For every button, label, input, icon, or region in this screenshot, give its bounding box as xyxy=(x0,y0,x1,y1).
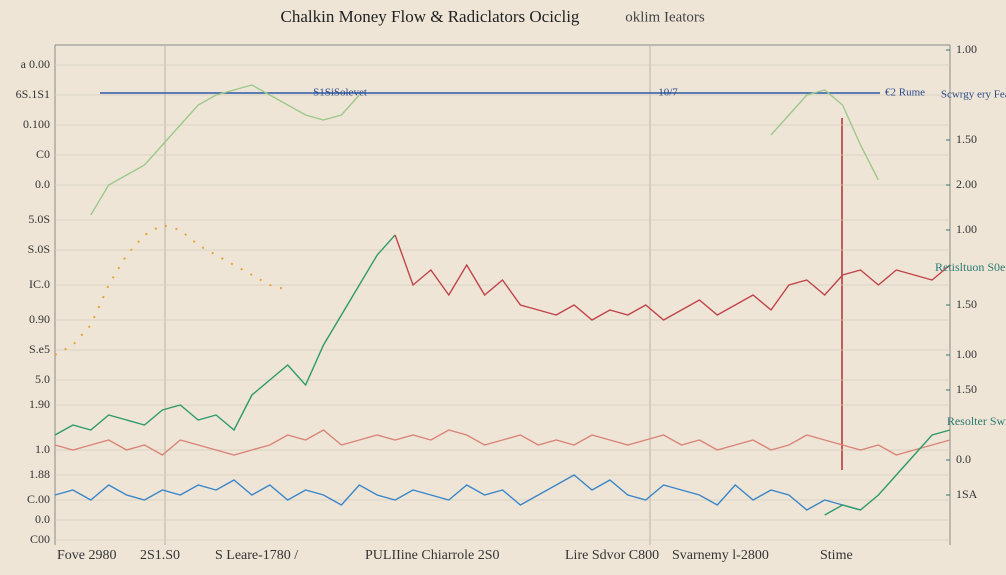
series-line xyxy=(90,84,360,216)
annotation: Retisltuon S0e 0S xyxy=(935,260,1006,274)
series-line xyxy=(824,429,951,516)
y-tick-label: C00 xyxy=(30,532,50,546)
y-tick-label: C0 xyxy=(36,147,50,161)
chart-title: Chalkin Money Flow & Radiclators Ociclig xyxy=(281,7,580,26)
y-tick-label: 5.0 xyxy=(35,372,50,386)
y2-tick-label: 0.0 xyxy=(956,452,971,466)
plot-frame xyxy=(54,44,951,545)
legend-label: S Leare-1780 / xyxy=(215,548,298,563)
y-tick-label: 1.88 xyxy=(29,467,50,481)
y-tick-label: 0.0 xyxy=(35,512,50,526)
y2-tick-label: 1.00 xyxy=(956,42,977,56)
annotation: Resolter Swr xyxy=(947,414,1006,428)
series-line xyxy=(770,89,880,181)
annotation: Scwrgy ery Fead xyxy=(941,89,1006,101)
annotation: €2 Rume xyxy=(885,87,925,99)
y-tick-label: 0.0 xyxy=(35,177,50,191)
y-tick-label: a 0.00 xyxy=(21,57,50,71)
y2-tick-label: 1.00 xyxy=(956,347,977,361)
y2-tick-label: 1.00 xyxy=(956,222,977,236)
annotation: 10/7 xyxy=(658,87,678,99)
chart-subtitle: oklim Ieators xyxy=(625,9,705,25)
series-line xyxy=(54,234,396,436)
series-line xyxy=(54,223,288,356)
annotation: S1SiSolevet xyxy=(313,87,367,99)
legend-label: Svarnemy l-2800 xyxy=(672,548,769,563)
y-tick-label: S.e5 xyxy=(29,342,50,356)
legend-label: Stime xyxy=(820,548,853,563)
y-tick-label: C.00 xyxy=(27,492,50,506)
legend-label: Lire Sdvor C800 xyxy=(565,548,659,563)
y-tick-label: 5.0S xyxy=(28,212,50,226)
y2-tick-label: 1SA xyxy=(956,487,978,501)
series-line xyxy=(394,234,951,321)
series-line xyxy=(54,474,861,511)
legend-label: Fove 2980 xyxy=(57,548,117,563)
y-tick-label: IC.0 xyxy=(29,277,50,291)
y-tick-label: 6S.1S1 xyxy=(16,87,50,101)
y-tick-label: 1.90 xyxy=(29,397,50,411)
annotation: 2S1.S0 xyxy=(140,548,180,563)
y2-tick-label: 1.50 xyxy=(956,382,977,396)
series-line xyxy=(54,429,951,456)
y-tick-label: S.0S xyxy=(28,242,50,256)
y-tick-label: 1.0 xyxy=(35,442,50,456)
legend-label: PULIIine Chiarrole 2S0 xyxy=(365,548,500,563)
y2-tick-label: 1.50 xyxy=(956,132,977,146)
y-tick-label: 0.90 xyxy=(29,312,50,326)
y2-tick-label: 1.50 xyxy=(956,297,977,311)
y-tick-label: 0.100 xyxy=(23,117,50,131)
y2-tick-label: 2.00 xyxy=(956,177,977,191)
